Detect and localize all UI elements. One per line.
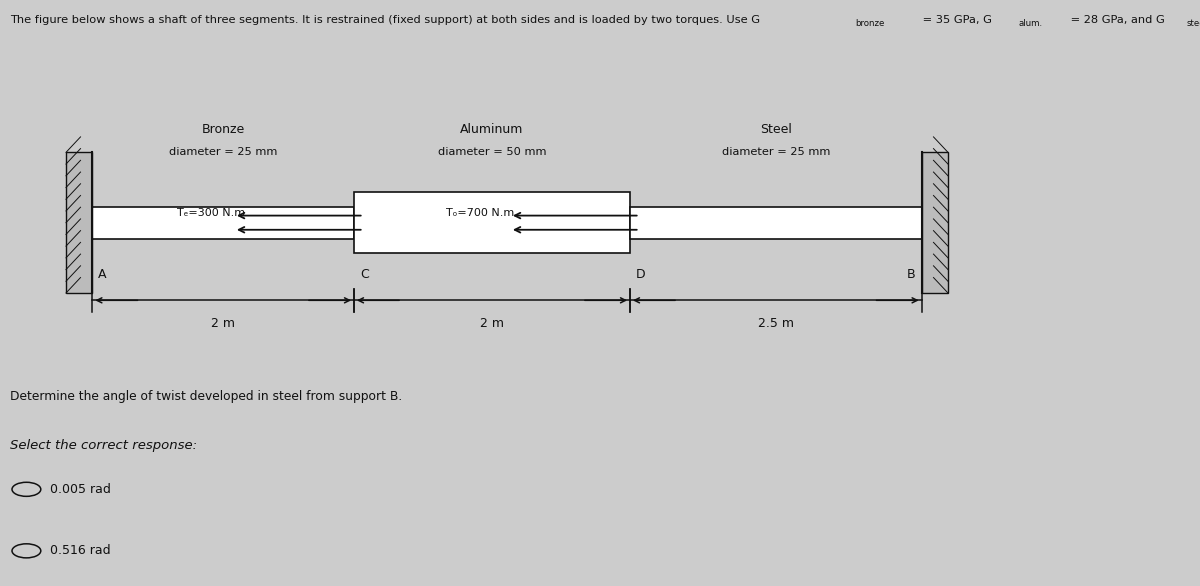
Bar (66, 152, 92, 293)
Text: = 35 GPa, G: = 35 GPa, G (919, 15, 992, 25)
Text: bronze: bronze (856, 19, 884, 28)
Text: C: C (360, 268, 368, 281)
Text: The figure below shows a shaft of three segments. It is restrained (fixed suppor: The figure below shows a shaft of three … (10, 15, 760, 25)
Bar (630, 206, 922, 239)
Text: = 28 GPa, and G: = 28 GPa, and G (1067, 15, 1164, 25)
Text: Steel: Steel (760, 123, 792, 137)
Text: Select the correct response:: Select the correct response: (10, 440, 197, 452)
Bar (354, 192, 630, 253)
Text: 2.5 m: 2.5 m (758, 316, 794, 330)
Bar (922, 152, 948, 293)
Text: Determine the angle of twist developed in steel from support B.: Determine the angle of twist developed i… (10, 390, 402, 403)
Text: diameter = 50 mm: diameter = 50 mm (438, 146, 546, 157)
Bar (92, 206, 354, 239)
Text: 0.005 rad: 0.005 rad (50, 483, 112, 496)
Text: A: A (98, 268, 107, 281)
Text: B: B (907, 268, 916, 281)
Text: Tₒ=700 N.m: Tₒ=700 N.m (446, 208, 514, 218)
Text: D: D (636, 268, 646, 281)
Text: 0.516 rad: 0.516 rad (50, 544, 112, 557)
Text: steel: steel (1187, 19, 1200, 28)
Text: Bronze: Bronze (202, 123, 245, 137)
Text: Aluminum: Aluminum (461, 123, 523, 137)
Text: 2 m: 2 m (211, 316, 235, 330)
Text: 2 m: 2 m (480, 316, 504, 330)
Text: diameter = 25 mm: diameter = 25 mm (169, 146, 277, 157)
Text: Tₑ=300 N.m: Tₑ=300 N.m (178, 208, 245, 218)
Text: diameter = 25 mm: diameter = 25 mm (721, 146, 830, 157)
Text: alum.: alum. (1019, 19, 1043, 28)
